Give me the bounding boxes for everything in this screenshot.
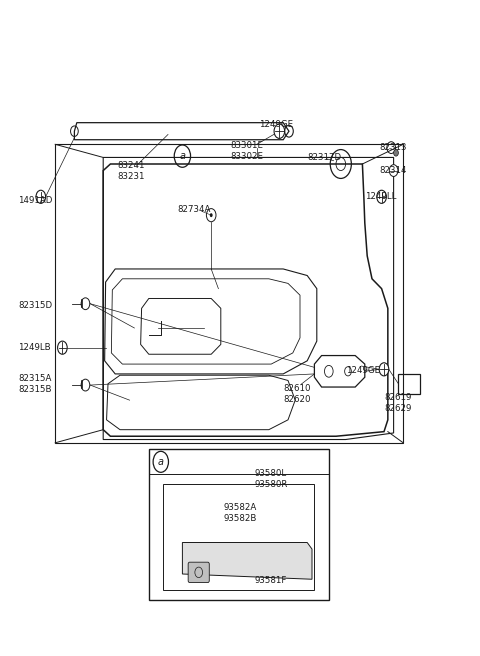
Text: 82317D: 82317D [307,153,341,162]
Text: 1249GE: 1249GE [346,366,380,375]
FancyBboxPatch shape [149,449,329,600]
Text: 82734A: 82734A [178,205,211,215]
Text: 1249LB: 1249LB [18,343,51,352]
Text: 82314: 82314 [379,166,407,175]
Circle shape [210,213,213,217]
Text: 82313: 82313 [379,143,407,152]
Text: 93580L
93580R: 93580L 93580R [254,469,288,489]
Polygon shape [182,543,312,579]
Text: 93582A
93582B: 93582A 93582B [223,503,257,523]
Circle shape [394,150,398,156]
Text: 82315A
82315B: 82315A 82315B [18,374,52,394]
Circle shape [58,341,67,354]
Circle shape [274,124,285,138]
Text: 83241
83231: 83241 83231 [118,161,145,180]
Circle shape [389,165,398,176]
Text: 82610
82620: 82610 82620 [283,384,311,403]
Text: a: a [180,151,185,161]
Text: a: a [158,457,164,467]
Circle shape [379,363,389,376]
Text: 82315D: 82315D [18,300,52,310]
Text: 82619
82629: 82619 82629 [384,394,411,413]
Circle shape [377,190,386,203]
Text: 93581F: 93581F [254,576,287,585]
Text: 1491AD: 1491AD [18,195,53,205]
FancyBboxPatch shape [188,562,209,583]
Text: 1249LL: 1249LL [365,192,396,201]
Circle shape [36,190,46,203]
Text: 1249GE: 1249GE [259,120,293,129]
Text: 83301E
83302E: 83301E 83302E [230,141,264,161]
